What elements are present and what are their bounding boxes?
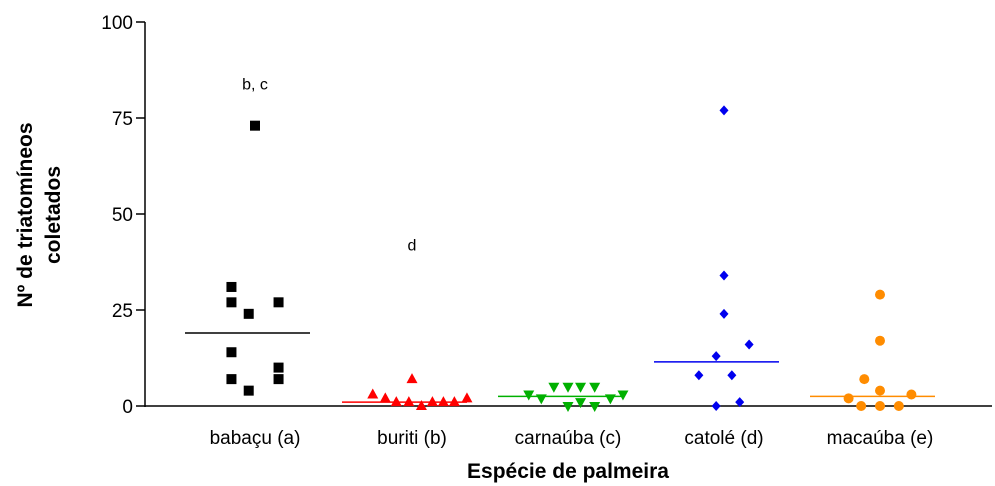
data-point: [859, 374, 870, 385]
data-point: [403, 396, 415, 407]
data-point: [875, 335, 885, 346]
y-axis: 0 25 50 75 100: [101, 13, 146, 418]
significance-annotation: d: [408, 238, 417, 255]
data-point: [426, 396, 438, 407]
data-point: [243, 308, 254, 319]
data-point: [367, 388, 379, 399]
data-point: [617, 390, 629, 401]
x-category-label: macaúba (e): [827, 428, 934, 449]
x-category-label: catolé (d): [684, 428, 763, 449]
data-point: [575, 398, 587, 409]
data-point: [390, 396, 402, 407]
data-point: [273, 297, 284, 308]
data-point: [437, 396, 449, 407]
y-tick-label: 50: [112, 205, 133, 226]
data-point: [735, 397, 745, 408]
data-point: [719, 308, 729, 319]
data-point: [226, 281, 237, 292]
data-point: [604, 394, 616, 405]
data-point: [727, 370, 737, 381]
data-point: [694, 370, 704, 381]
data-point: [379, 392, 391, 403]
data-point: [589, 402, 601, 412]
data-point: [843, 393, 854, 404]
data-marks: [185, 105, 935, 412]
data-point: [893, 401, 904, 411]
data-point: [719, 105, 729, 116]
data-point: [250, 120, 260, 131]
data-point: [461, 392, 473, 403]
x-category-label: carnaúba (c): [515, 428, 622, 449]
y-tick-label: 75: [112, 109, 133, 130]
data-point: [535, 394, 547, 405]
data-point: [719, 270, 729, 281]
annotations: b, c d: [242, 76, 416, 254]
y-tick-label: 100: [101, 13, 133, 34]
data-point: [711, 351, 721, 362]
data-point: [856, 401, 867, 411]
y-tick-label: 25: [112, 301, 133, 322]
x-axis-title: Espécie de palmeira: [467, 460, 669, 483]
data-point: [875, 401, 885, 411]
data-point: [744, 339, 754, 350]
y-axis-title: Nº de triatomíneos coletados: [14, 122, 65, 307]
data-point: [562, 382, 574, 393]
data-point: [226, 347, 237, 358]
data-point: [226, 374, 237, 385]
data-point: [415, 400, 427, 410]
data-point: [243, 385, 254, 396]
x-axis: babaçu (a) buriti (b) carnaúba (c) catolé (…: [145, 405, 992, 449]
x-category-label: buriti (b): [377, 428, 447, 449]
data-point: [875, 289, 885, 300]
data-point: [589, 382, 601, 393]
x-category-label: babaçu (a): [210, 428, 301, 449]
data-point: [273, 374, 284, 385]
y-axis-title-line-1: Nº de triatomíneos: [14, 122, 37, 307]
data-point: [906, 389, 917, 400]
y-axis-title-line-2: coletados: [42, 166, 65, 264]
data-point: [562, 402, 574, 412]
data-point: [575, 382, 587, 393]
data-point: [273, 362, 284, 373]
data-point: [226, 297, 237, 308]
data-point: [711, 401, 721, 411]
data-point: [406, 373, 418, 384]
data-point: [875, 385, 885, 396]
data-point: [448, 396, 460, 407]
data-point: [548, 382, 560, 393]
y-tick-label: 0: [122, 397, 133, 418]
data-point: [523, 390, 535, 401]
significance-annotation: b, c: [242, 76, 268, 93]
